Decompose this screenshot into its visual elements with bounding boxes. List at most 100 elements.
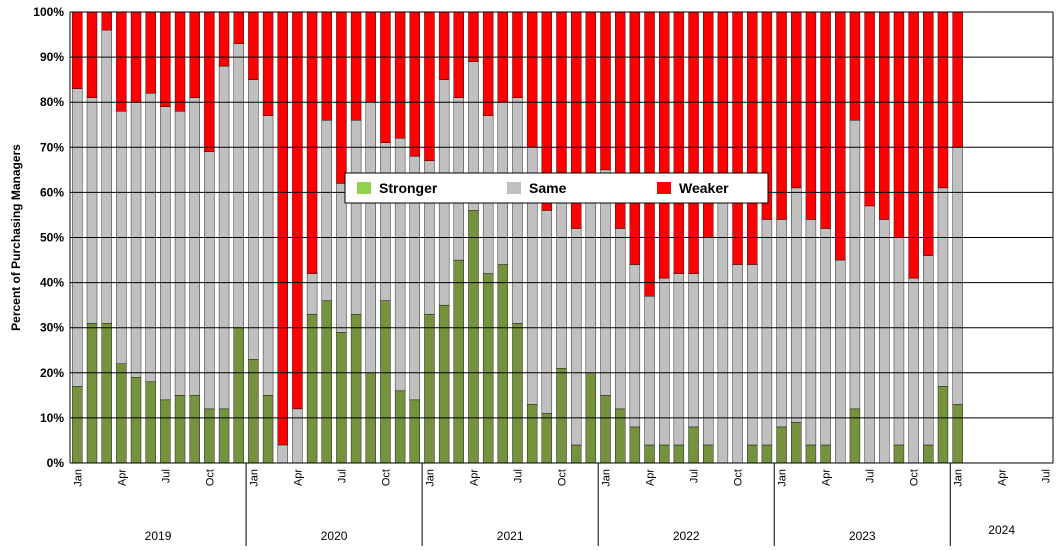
bar-segment [952, 147, 963, 405]
x-tick-label: Apr [116, 469, 128, 486]
bar-segment [703, 444, 714, 464]
bar-segment [409, 11, 420, 157]
bar-segment [835, 11, 846, 261]
year-label: 2020 [321, 529, 348, 543]
bar-segment [394, 11, 406, 139]
bar-segment [262, 115, 274, 396]
y-tick-label: 80% [40, 95, 64, 109]
bar-segment [189, 11, 200, 98]
bar-segment [233, 327, 244, 464]
bar-segment [703, 11, 714, 238]
x-tick-label: Jul [512, 469, 524, 483]
bar-segment [629, 426, 641, 464]
bar-segment [659, 11, 670, 279]
bar-segment [629, 264, 641, 428]
y-tick-label: 60% [40, 185, 64, 199]
year-label: 2024 [988, 523, 1015, 537]
bar-segment [277, 11, 288, 446]
bar-segment [644, 295, 655, 446]
bar-segment [380, 300, 391, 464]
bar-segment [879, 219, 890, 464]
bar-segment [659, 444, 670, 464]
bar-segment [614, 408, 626, 464]
y-tick-label: 50% [40, 231, 64, 245]
bar-segment [791, 422, 802, 464]
bar-segment [849, 11, 861, 121]
bar-segment [204, 151, 215, 410]
bar-segment [820, 228, 831, 446]
bar-segment [350, 120, 362, 315]
bar-segment [673, 273, 685, 446]
bar-segment [101, 322, 112, 464]
bar-segment [321, 11, 332, 121]
bar-segment [424, 11, 435, 162]
bar-segment [849, 408, 861, 464]
bar-segment [86, 97, 98, 324]
bar-segment [86, 322, 98, 464]
bar-segment [776, 219, 787, 428]
x-tick-label: Oct [909, 469, 921, 486]
x-tick-label: Jan [72, 469, 84, 487]
bar-segment [409, 399, 420, 464]
bar-segment [233, 11, 244, 44]
bar-segment [336, 11, 347, 184]
x-tick-label: Jan [248, 469, 260, 487]
bar-segment [820, 444, 831, 464]
bar-segment [747, 444, 758, 464]
x-tick-label: Jul [865, 469, 877, 483]
bar-segment [541, 210, 553, 414]
bar-segment [952, 11, 963, 148]
bar-segment [688, 273, 699, 428]
bar-segment [145, 11, 156, 94]
bar-segment [350, 11, 362, 121]
x-tick-label: Apr [997, 469, 1009, 486]
x-tick-label: Jan [601, 469, 613, 487]
bar-segment [262, 11, 274, 116]
bar-segment [248, 11, 259, 80]
bar-segment [160, 106, 171, 401]
bar-segment [189, 395, 200, 464]
legend-label: Stronger [379, 180, 438, 196]
legend-swatch [357, 182, 371, 194]
bar-segment [644, 444, 655, 464]
bar-segment [849, 120, 861, 410]
bar-segment [570, 228, 582, 446]
bar-segment [233, 43, 244, 328]
bar-segment [512, 11, 523, 98]
bar-segment [614, 228, 626, 410]
y-tick-label: 10% [40, 411, 64, 425]
bar-segment [512, 322, 523, 464]
bar-segment [350, 313, 362, 464]
x-tick-label: Oct [733, 469, 745, 486]
bar-segment [761, 219, 773, 446]
bar-segment [336, 332, 347, 464]
bar-segment [424, 313, 435, 464]
bar-segment [438, 304, 450, 464]
x-tick-label: Jul [336, 469, 348, 483]
bar-segment [791, 187, 802, 423]
x-tick-label: Jan [777, 469, 789, 487]
bar-segment [174, 111, 186, 396]
bar-segment [306, 11, 318, 274]
bar-segment [893, 237, 905, 446]
bar-segment [130, 101, 142, 378]
x-tick-label: Apr [292, 469, 304, 486]
bar-segment [468, 210, 479, 464]
bar-segment [600, 11, 611, 171]
y-tick-label: 100% [33, 5, 64, 19]
bar-segment [864, 11, 875, 207]
year-label: 2019 [145, 529, 172, 543]
bar-segment [482, 11, 494, 116]
year-label: 2021 [497, 529, 524, 543]
bar-segment [101, 11, 112, 31]
bar-segment [204, 11, 215, 153]
bar-segment [380, 11, 391, 143]
x-tick-label: Oct [380, 469, 392, 486]
bar-segment [86, 11, 98, 98]
y-tick-label: 90% [40, 50, 64, 64]
bar-segment [262, 395, 274, 464]
bar-segment [805, 219, 817, 446]
legend-box [344, 172, 769, 204]
bar-segment [526, 11, 538, 148]
